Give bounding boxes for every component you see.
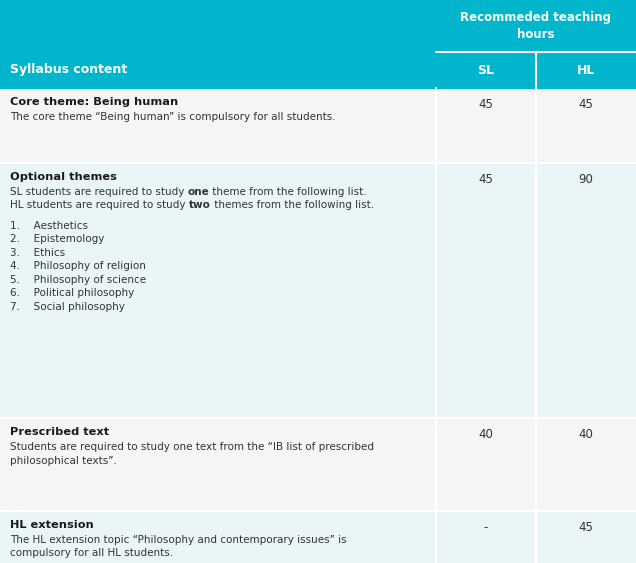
Text: SL students are required to study: SL students are required to study xyxy=(10,187,188,197)
Bar xyxy=(0,163,436,418)
Bar xyxy=(436,163,536,418)
Bar xyxy=(536,511,636,563)
Text: 6.  Political philosophy: 6. Political philosophy xyxy=(10,288,134,298)
Bar xyxy=(436,511,536,563)
Text: 4.  Philosophy of religion: 4. Philosophy of religion xyxy=(10,261,146,271)
Text: The core theme “Being human” is compulsory for all students.: The core theme “Being human” is compulso… xyxy=(10,112,336,122)
Text: two: two xyxy=(189,200,211,211)
Text: 1.  Aesthetics: 1. Aesthetics xyxy=(10,221,88,231)
Bar xyxy=(436,0,636,52)
Text: 5.  Philosophy of science: 5. Philosophy of science xyxy=(10,275,146,285)
Text: -: - xyxy=(484,521,488,534)
Text: HL extension: HL extension xyxy=(10,520,93,530)
Text: Syllabus content: Syllabus content xyxy=(10,64,127,77)
Text: philosophical texts”.: philosophical texts”. xyxy=(10,455,117,466)
Text: Optional themes: Optional themes xyxy=(10,172,117,182)
Text: HL: HL xyxy=(577,64,595,77)
Text: 40: 40 xyxy=(478,428,494,441)
Bar xyxy=(0,511,436,563)
Text: 7.  Social philosophy: 7. Social philosophy xyxy=(10,302,125,312)
Text: theme from the following list.: theme from the following list. xyxy=(209,187,367,197)
Text: 90: 90 xyxy=(579,173,593,186)
Text: 45: 45 xyxy=(478,173,494,186)
Text: The HL extension topic “Philosophy and contemporary issues” is: The HL extension topic “Philosophy and c… xyxy=(10,535,347,545)
Text: 3.  Ethics: 3. Ethics xyxy=(10,248,65,258)
Text: HL students are required to study: HL students are required to study xyxy=(10,200,189,211)
Text: themes from the following list.: themes from the following list. xyxy=(211,200,374,211)
Bar xyxy=(0,0,436,52)
Bar xyxy=(0,418,436,511)
Bar xyxy=(436,52,536,88)
Text: 40: 40 xyxy=(579,428,593,441)
Text: Prescribed text: Prescribed text xyxy=(10,427,109,437)
Text: compulsory for all HL students.: compulsory for all HL students. xyxy=(10,548,173,558)
Text: Core theme: Being human: Core theme: Being human xyxy=(10,97,178,107)
Text: 45: 45 xyxy=(579,521,593,534)
Text: 45: 45 xyxy=(579,98,593,111)
Bar xyxy=(536,418,636,511)
Text: 45: 45 xyxy=(478,98,494,111)
Text: one: one xyxy=(188,187,209,197)
Bar xyxy=(436,88,536,163)
Bar xyxy=(436,418,536,511)
Bar xyxy=(536,52,636,88)
Bar xyxy=(0,52,436,88)
Text: Recommeded teaching
hours: Recommeded teaching hours xyxy=(460,11,611,42)
Bar xyxy=(0,88,436,163)
Text: Students are required to study one text from the “IB list of prescribed: Students are required to study one text … xyxy=(10,442,374,452)
Text: SL: SL xyxy=(478,64,494,77)
Bar xyxy=(536,163,636,418)
Bar xyxy=(536,88,636,163)
Text: 2.  Epistemology: 2. Epistemology xyxy=(10,234,104,244)
